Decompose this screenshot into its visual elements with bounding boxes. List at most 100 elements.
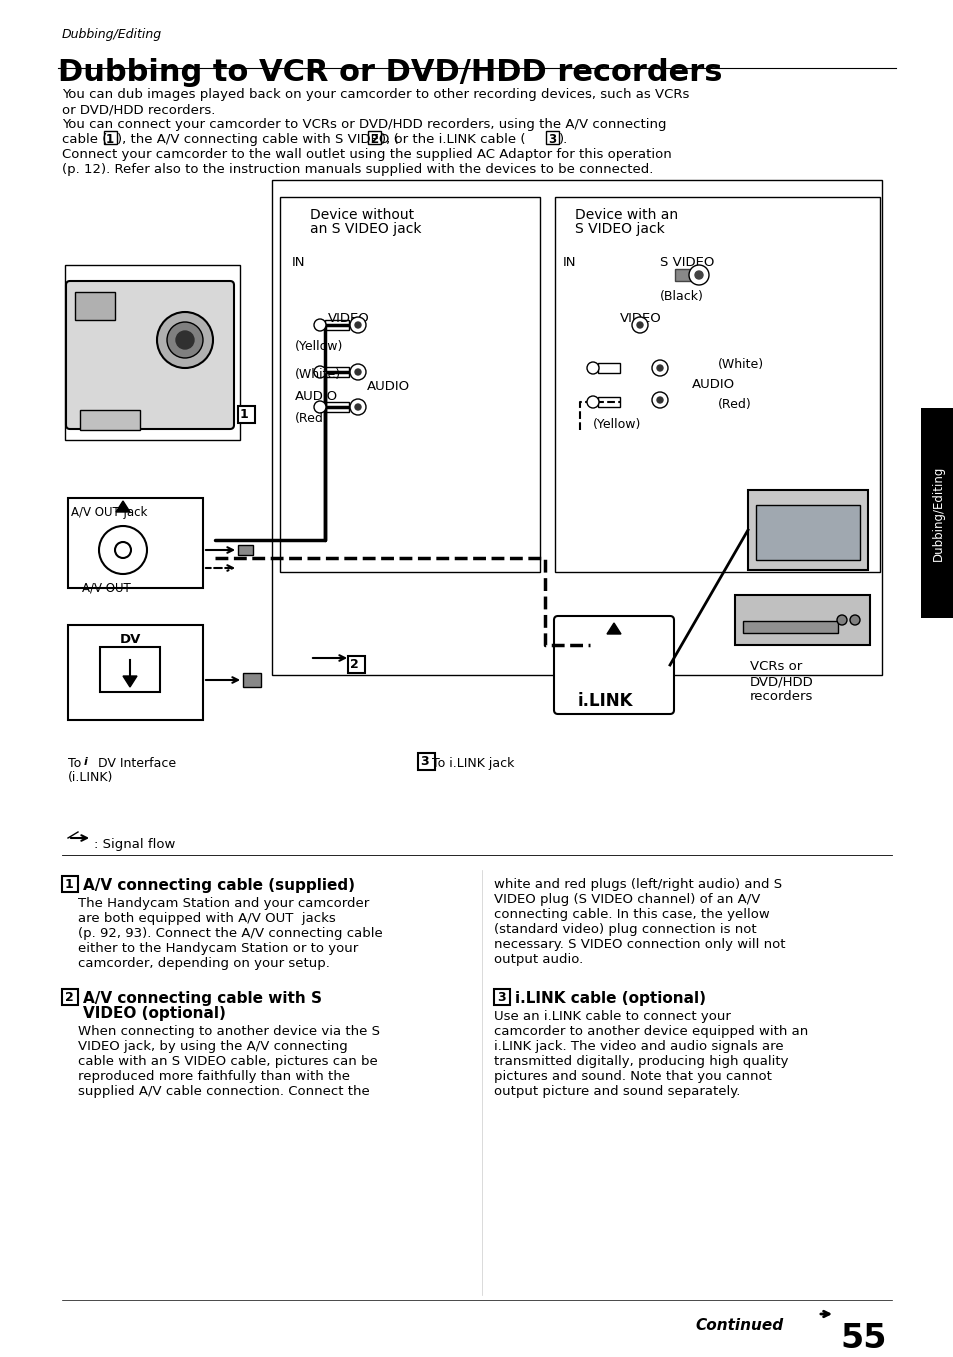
- Text: You can dub images played back on your camcorder to other recording devices, suc: You can dub images played back on your c…: [62, 88, 689, 100]
- Circle shape: [695, 271, 702, 280]
- Text: 1: 1: [106, 133, 114, 147]
- Text: 2: 2: [350, 658, 358, 670]
- Circle shape: [314, 366, 326, 379]
- Circle shape: [314, 319, 326, 331]
- Text: ), or the i.LINK cable (: ), or the i.LINK cable (: [380, 133, 525, 147]
- Bar: [734, 594, 869, 645]
- Circle shape: [637, 322, 642, 328]
- Circle shape: [355, 322, 360, 328]
- Text: i.LINK: i.LINK: [578, 692, 633, 710]
- Circle shape: [849, 615, 859, 626]
- Text: ).: ).: [558, 133, 568, 147]
- Text: (Yellow): (Yellow): [593, 418, 640, 432]
- Circle shape: [157, 312, 213, 368]
- Circle shape: [314, 402, 326, 413]
- Circle shape: [586, 362, 598, 375]
- Bar: [598, 364, 619, 373]
- Text: Dubbing/Editing: Dubbing/Editing: [930, 465, 943, 560]
- Bar: [598, 398, 619, 407]
- Text: Connect your camcorder to the wall outlet using the supplied AC Adaptor for this: Connect your camcorder to the wall outle…: [62, 148, 671, 161]
- Bar: [325, 320, 349, 330]
- Text: white and red plugs (left/right audio) and S
VIDEO plug (S VIDEO channel) of an : white and red plugs (left/right audio) a…: [494, 878, 784, 966]
- Bar: [65, 265, 240, 440]
- Polygon shape: [116, 501, 130, 512]
- Text: AUDIO: AUDIO: [691, 379, 734, 391]
- Circle shape: [355, 369, 360, 375]
- Circle shape: [350, 364, 366, 380]
- Bar: [100, 647, 160, 692]
- Text: (Black): (Black): [659, 290, 703, 303]
- Text: Dubbing/Editing: Dubbing/Editing: [62, 28, 162, 41]
- Circle shape: [99, 527, 147, 574]
- Circle shape: [651, 360, 667, 376]
- Circle shape: [657, 365, 662, 370]
- Text: (White): (White): [718, 358, 763, 370]
- Text: 1: 1: [240, 408, 249, 421]
- Text: To i.LINK jack: To i.LINK jack: [432, 757, 514, 769]
- Text: VIDEO: VIDEO: [328, 312, 370, 324]
- Bar: [237, 546, 253, 555]
- Bar: [747, 490, 867, 570]
- Text: 3: 3: [547, 133, 556, 147]
- Text: VIDEO: VIDEO: [619, 312, 661, 324]
- Text: Use an i.LINK cable to connect your
camcorder to another device equipped with an: Use an i.LINK cable to connect your camc…: [494, 1010, 807, 1098]
- Text: 3: 3: [419, 754, 428, 768]
- Text: 55: 55: [840, 1322, 885, 1356]
- Bar: [545, 132, 558, 144]
- Bar: [494, 989, 510, 1006]
- Text: A/V connecting cable (supplied): A/V connecting cable (supplied): [83, 878, 355, 893]
- FancyBboxPatch shape: [66, 281, 233, 429]
- Bar: [68, 626, 203, 721]
- Bar: [368, 132, 380, 144]
- Text: i.LINK cable (optional): i.LINK cable (optional): [515, 991, 705, 1006]
- Text: S VIDEO jack: S VIDEO jack: [575, 223, 664, 236]
- Bar: [755, 505, 859, 560]
- Circle shape: [631, 318, 647, 332]
- Bar: [68, 498, 203, 588]
- Bar: [417, 753, 435, 769]
- Text: DV: DV: [120, 632, 141, 646]
- Circle shape: [651, 392, 667, 408]
- Text: VCRs or
DVD/HDD
recorders: VCRs or DVD/HDD recorders: [749, 660, 813, 703]
- Text: AUDIO: AUDIO: [367, 380, 410, 394]
- Bar: [62, 989, 78, 1006]
- Text: (White): (White): [294, 368, 341, 381]
- Bar: [243, 673, 261, 687]
- Text: Device without: Device without: [310, 208, 414, 223]
- Text: IN: IN: [562, 256, 576, 269]
- Bar: [80, 410, 140, 430]
- Text: (p. 12). Refer also to the instruction manuals supplied with the devices to be c: (p. 12). Refer also to the instruction m…: [62, 163, 653, 176]
- Bar: [237, 406, 254, 423]
- Text: 3: 3: [497, 991, 505, 1004]
- Text: S VIDEO: S VIDEO: [659, 256, 714, 269]
- Text: 1: 1: [65, 878, 73, 892]
- Text: : Signal flow: : Signal flow: [94, 839, 175, 851]
- Circle shape: [355, 404, 360, 410]
- Bar: [920, 408, 953, 617]
- Text: i: i: [84, 757, 88, 767]
- Polygon shape: [123, 676, 137, 687]
- Text: AUDIO: AUDIO: [294, 389, 337, 403]
- Text: (Red): (Red): [294, 413, 329, 425]
- Text: DV Interface: DV Interface: [90, 757, 176, 769]
- Text: Dubbing to VCR or DVD/HDD recorders: Dubbing to VCR or DVD/HDD recorders: [58, 58, 721, 87]
- Bar: [348, 655, 365, 673]
- Circle shape: [836, 615, 846, 626]
- Text: (Yellow): (Yellow): [294, 341, 343, 353]
- Bar: [280, 197, 539, 573]
- Bar: [325, 402, 349, 413]
- Text: cable (: cable (: [62, 133, 108, 147]
- Bar: [742, 622, 837, 632]
- Text: 2: 2: [65, 991, 73, 1004]
- Bar: [109, 541, 137, 558]
- Text: To: To: [68, 757, 81, 769]
- Text: A/V connecting cable with S: A/V connecting cable with S: [83, 991, 322, 1006]
- Circle shape: [167, 322, 203, 358]
- Bar: [555, 197, 879, 573]
- Bar: [62, 877, 78, 892]
- Circle shape: [586, 396, 598, 408]
- Bar: [675, 269, 692, 281]
- Bar: [75, 292, 115, 320]
- Polygon shape: [606, 623, 620, 634]
- Circle shape: [350, 399, 366, 415]
